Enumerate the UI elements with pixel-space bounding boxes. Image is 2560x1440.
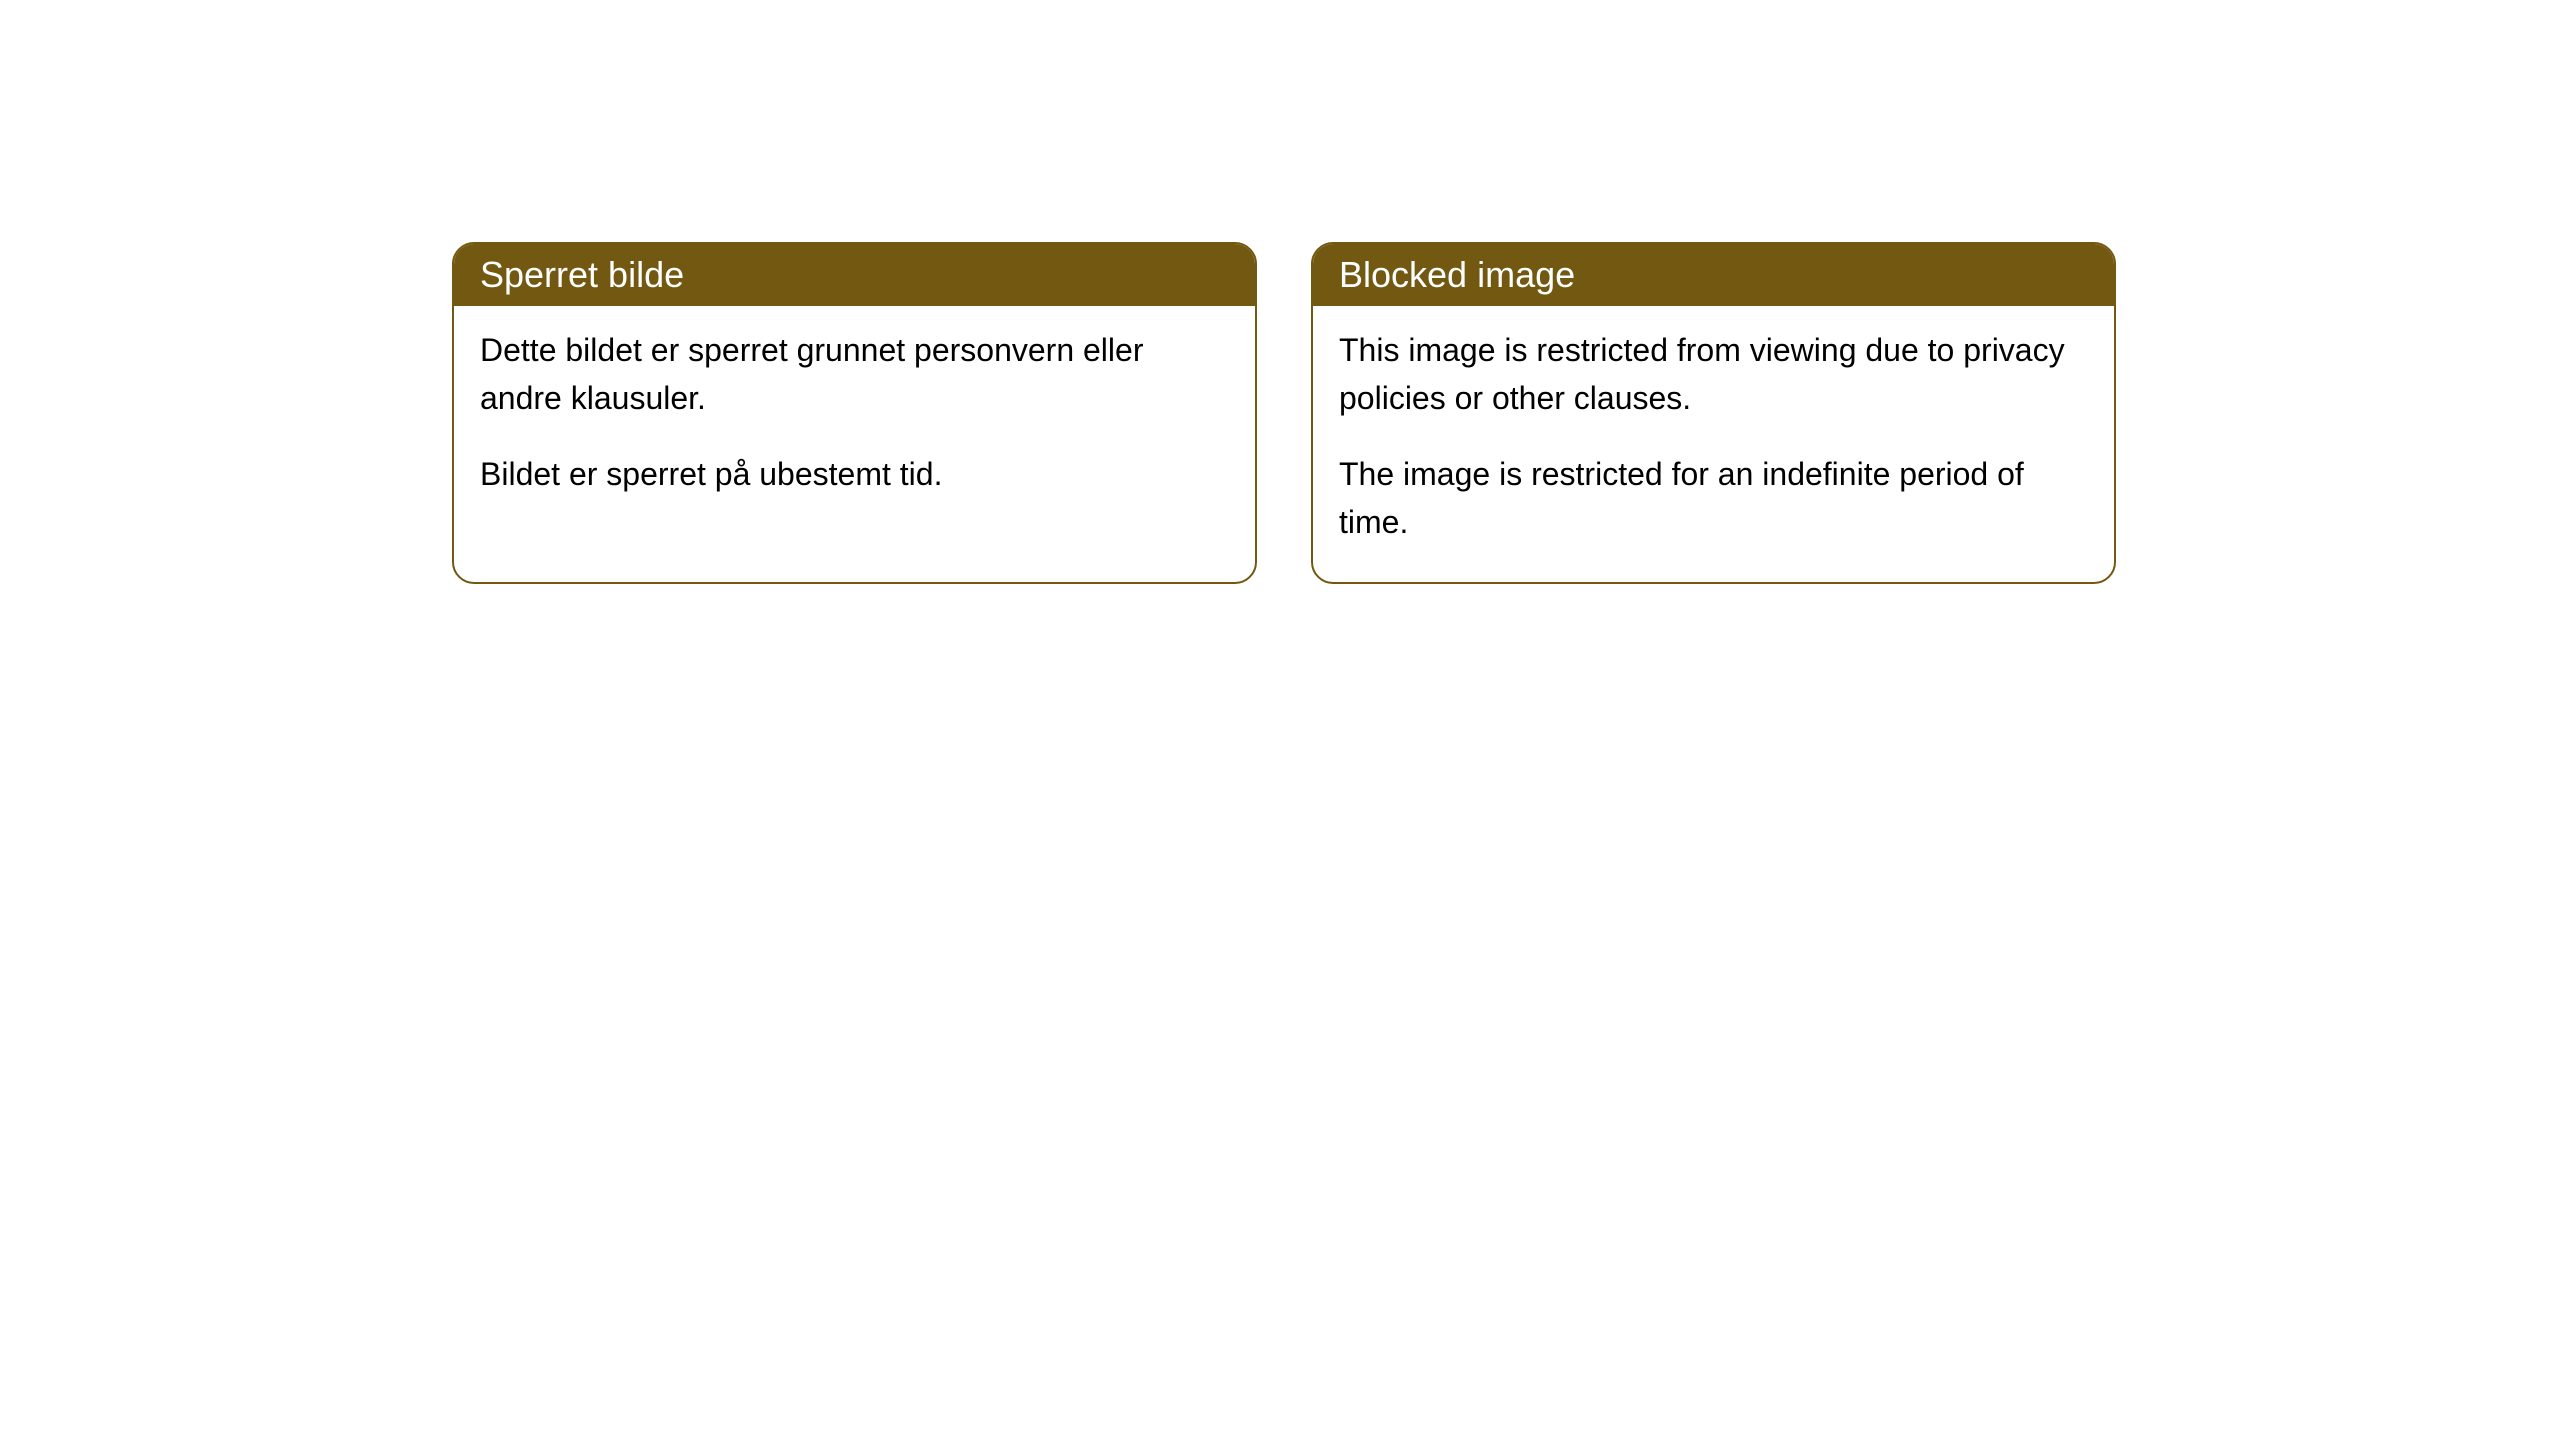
card-paragraph: Bildet er sperret på ubestemt tid. (480, 450, 1229, 498)
card-paragraph: Dette bildet er sperret grunnet personve… (480, 326, 1229, 422)
card-norwegian: Sperret bilde Dette bildet er sperret gr… (452, 242, 1257, 584)
card-header-english: Blocked image (1313, 244, 2114, 306)
card-header-norwegian: Sperret bilde (454, 244, 1255, 306)
card-paragraph: This image is restricted from viewing du… (1339, 326, 2088, 422)
card-english: Blocked image This image is restricted f… (1311, 242, 2116, 584)
card-paragraph: The image is restricted for an indefinit… (1339, 450, 2088, 546)
card-body-norwegian: Dette bildet er sperret grunnet personve… (454, 306, 1255, 534)
card-container: Sperret bilde Dette bildet er sperret gr… (452, 242, 2116, 584)
card-title: Blocked image (1339, 254, 1575, 295)
card-body-english: This image is restricted from viewing du… (1313, 306, 2114, 582)
card-title: Sperret bilde (480, 254, 684, 295)
